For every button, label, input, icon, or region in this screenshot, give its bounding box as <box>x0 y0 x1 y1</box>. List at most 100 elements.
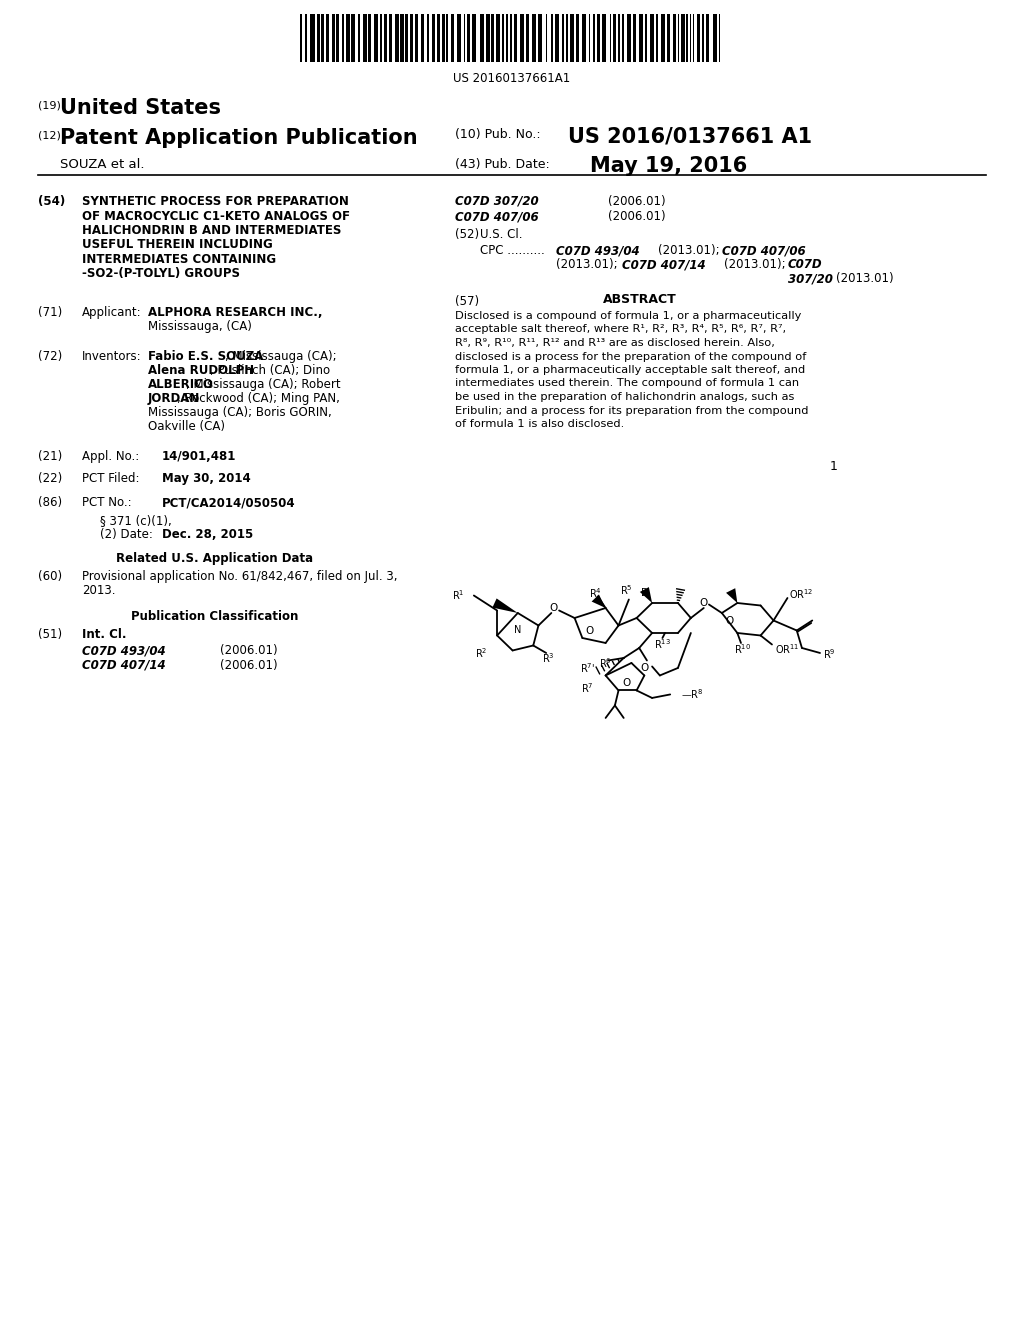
Bar <box>551 15 553 62</box>
Polygon shape <box>592 594 605 609</box>
Text: , Puslinch (CA); Dino: , Puslinch (CA); Dino <box>210 364 331 378</box>
Text: (22): (22) <box>38 473 62 484</box>
Bar <box>519 15 523 62</box>
Text: (72): (72) <box>38 350 62 363</box>
Text: OF MACROCYCLIC C1-KETO ANALOGS OF: OF MACROCYCLIC C1-KETO ANALOGS OF <box>82 210 350 223</box>
Bar <box>633 15 636 62</box>
Bar <box>322 15 324 62</box>
Text: R$^{3}$: R$^{3}$ <box>543 651 555 665</box>
Bar <box>623 15 625 62</box>
Bar <box>575 15 580 62</box>
Text: R$^{2}$: R$^{2}$ <box>475 645 487 660</box>
Text: Int. Cl.: Int. Cl. <box>82 628 127 642</box>
Bar <box>702 15 705 62</box>
Polygon shape <box>726 589 737 603</box>
Bar <box>333 15 335 62</box>
Text: 2013.: 2013. <box>82 583 116 597</box>
Text: Provisional application No. 61/842,467, filed on Jul. 3,: Provisional application No. 61/842,467, … <box>82 570 397 583</box>
Text: -SO2-(P-TOLYL) GROUPS: -SO2-(P-TOLYL) GROUPS <box>82 268 240 281</box>
Bar <box>492 15 494 62</box>
Text: (71): (71) <box>38 306 62 319</box>
Bar <box>706 15 710 62</box>
Text: CPC ..........: CPC .......... <box>480 244 545 257</box>
Bar <box>531 15 536 62</box>
Text: (2013.01);: (2013.01); <box>658 244 720 257</box>
Bar <box>719 15 720 62</box>
Bar <box>546 15 548 62</box>
Bar <box>362 15 367 62</box>
Text: OR$^{11}$: OR$^{11}$ <box>775 643 800 656</box>
Text: 307/20: 307/20 <box>788 272 833 285</box>
Text: (43) Pub. Date:: (43) Pub. Date: <box>455 158 550 172</box>
Text: JORDAN: JORDAN <box>148 392 201 405</box>
Bar <box>351 15 354 62</box>
Bar <box>593 15 595 62</box>
Text: May 30, 2014: May 30, 2014 <box>162 473 251 484</box>
Text: SOUZA et al.: SOUZA et al. <box>60 158 144 172</box>
Text: R$^{9}$: R$^{9}$ <box>822 648 836 661</box>
Bar <box>358 15 360 62</box>
Polygon shape <box>640 587 652 603</box>
Bar <box>336 15 339 62</box>
Bar <box>310 15 314 62</box>
Bar <box>645 15 647 62</box>
Bar <box>326 15 330 62</box>
Bar <box>514 15 517 62</box>
Bar <box>496 15 500 62</box>
Bar <box>479 15 483 62</box>
Bar <box>655 15 658 62</box>
Text: ABSTRACT: ABSTRACT <box>603 293 677 306</box>
Bar <box>380 15 382 62</box>
Text: Publication Classification: Publication Classification <box>131 610 299 623</box>
Text: Mississauga, (CA): Mississauga, (CA) <box>148 319 252 333</box>
Bar <box>457 15 461 62</box>
Text: R$^{10}$: R$^{10}$ <box>734 643 751 656</box>
Bar <box>650 15 654 62</box>
Text: (19): (19) <box>38 100 60 110</box>
Bar <box>589 15 591 62</box>
Text: Dec. 28, 2015: Dec. 28, 2015 <box>162 528 253 541</box>
Text: be used in the preparation of halichondrin analogs, such as: be used in the preparation of halichondr… <box>455 392 795 403</box>
Text: C07D 493/04: C07D 493/04 <box>82 644 166 657</box>
Text: United States: United States <box>60 98 221 117</box>
Text: (2013.01);: (2013.01); <box>556 257 617 271</box>
Bar <box>421 15 424 62</box>
Bar <box>346 15 350 62</box>
Text: intermediates used therein. The compound of formula 1 can: intermediates used therein. The compound… <box>455 379 799 388</box>
Bar <box>525 15 528 62</box>
Text: R$^{1}$: R$^{1}$ <box>453 589 465 602</box>
Bar <box>617 15 620 62</box>
Bar <box>472 15 476 62</box>
Bar <box>713 15 717 62</box>
Text: R⁸, R⁹, R¹⁰, R¹¹, R¹² and R¹³ are as disclosed herein. Also,: R⁸, R⁹, R¹⁰, R¹¹, R¹² and R¹³ are as dis… <box>455 338 775 348</box>
Text: ALBERICO: ALBERICO <box>148 378 214 391</box>
Text: USEFUL THEREIN INCLUDING: USEFUL THEREIN INCLUDING <box>82 239 272 252</box>
Bar <box>662 15 666 62</box>
Text: (2006.01): (2006.01) <box>608 195 666 209</box>
Text: N: N <box>514 626 521 635</box>
Bar <box>384 15 387 62</box>
Text: (2) Date:: (2) Date: <box>100 528 153 541</box>
Text: C07D 307/20: C07D 307/20 <box>455 195 539 209</box>
Text: , Rockwood (CA); Ming PAN,: , Rockwood (CA); Ming PAN, <box>177 392 340 405</box>
Text: US 2016/0137661 A1: US 2016/0137661 A1 <box>568 125 812 147</box>
Text: formula 1, or a pharmaceutically acceptable salt thereof, and: formula 1, or a pharmaceutically accepta… <box>455 366 805 375</box>
Text: Eribulin; and a process for its preparation from the compound: Eribulin; and a process for its preparat… <box>455 405 809 416</box>
Text: O: O <box>725 616 734 627</box>
Bar <box>562 15 563 62</box>
Bar <box>446 15 447 62</box>
Text: C07D 407/14: C07D 407/14 <box>82 659 166 672</box>
Bar <box>681 15 685 62</box>
Text: Patent Application Publication: Patent Application Publication <box>60 128 418 148</box>
Bar <box>667 15 671 62</box>
Text: —R$^{8}$: —R$^{8}$ <box>681 688 703 701</box>
Bar <box>432 15 434 62</box>
Bar <box>467 15 470 62</box>
Bar <box>486 15 489 62</box>
Text: (2006.01): (2006.01) <box>220 659 278 672</box>
Text: O: O <box>550 603 558 612</box>
Bar <box>613 15 616 62</box>
Text: O: O <box>585 627 593 636</box>
Bar <box>400 15 403 62</box>
Bar <box>406 15 409 62</box>
